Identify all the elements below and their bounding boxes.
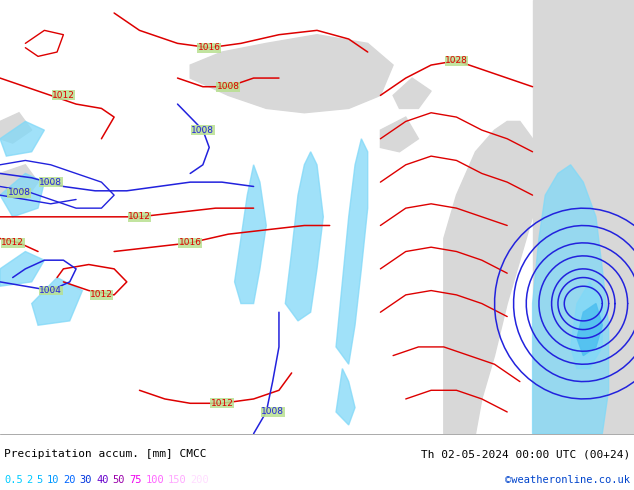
Polygon shape (577, 304, 602, 356)
Text: 10: 10 (47, 475, 60, 485)
Text: Precipitation accum. [mm] CMCC: Precipitation accum. [mm] CMCC (4, 449, 207, 460)
Polygon shape (380, 117, 418, 152)
Polygon shape (571, 282, 602, 368)
Text: 1012: 1012 (128, 212, 151, 221)
Text: 2: 2 (27, 475, 33, 485)
Polygon shape (393, 78, 431, 108)
Text: 20: 20 (63, 475, 76, 485)
Polygon shape (0, 165, 38, 199)
Polygon shape (235, 165, 266, 304)
Text: 1008: 1008 (191, 125, 214, 135)
Polygon shape (0, 113, 32, 143)
Text: 150: 150 (168, 475, 187, 485)
Polygon shape (336, 368, 355, 425)
Text: 40: 40 (96, 475, 108, 485)
Text: 100: 100 (145, 475, 164, 485)
Polygon shape (190, 35, 393, 113)
Polygon shape (336, 139, 368, 364)
Polygon shape (0, 173, 44, 217)
Text: 5: 5 (37, 475, 43, 485)
Polygon shape (0, 122, 44, 156)
Polygon shape (0, 251, 44, 286)
Polygon shape (533, 0, 634, 434)
Text: 75: 75 (129, 475, 141, 485)
Text: 1012: 1012 (1, 238, 24, 247)
Text: 30: 30 (80, 475, 93, 485)
Text: 1016: 1016 (179, 238, 202, 247)
Polygon shape (32, 277, 82, 325)
Text: 50: 50 (113, 475, 125, 485)
Text: 1012: 1012 (90, 291, 113, 299)
Text: 1004: 1004 (39, 286, 62, 295)
Text: 1008: 1008 (217, 82, 240, 91)
Text: 1012: 1012 (52, 91, 75, 100)
Text: 1016: 1016 (198, 43, 221, 52)
Polygon shape (285, 152, 323, 321)
Text: 1008: 1008 (8, 189, 30, 197)
Text: 1008: 1008 (39, 178, 62, 187)
Text: 1028: 1028 (445, 56, 468, 65)
Text: ©weatheronline.co.uk: ©weatheronline.co.uk (505, 475, 630, 485)
Polygon shape (444, 122, 539, 434)
Text: 0.5: 0.5 (4, 475, 23, 485)
Text: 200: 200 (191, 475, 209, 485)
Text: 1008: 1008 (261, 408, 284, 416)
Text: Th 02-05-2024 00:00 UTC (00+24): Th 02-05-2024 00:00 UTC (00+24) (421, 449, 630, 460)
Text: 1012: 1012 (210, 399, 233, 408)
Polygon shape (533, 165, 609, 434)
